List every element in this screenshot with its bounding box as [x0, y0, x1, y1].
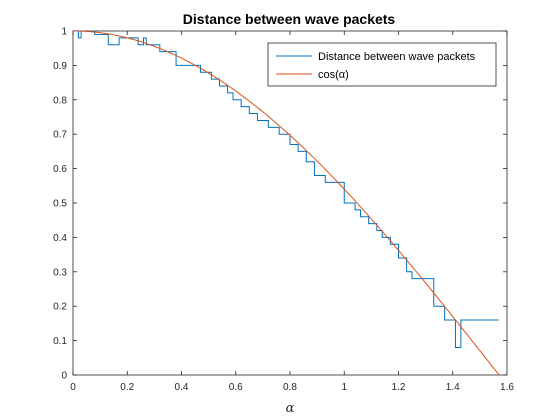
legend: Distance between wave packets cos(α) [267, 42, 497, 87]
axis-ticks: 0 0.2 0.4 0.6 0.8 1 1.2 1.4 1.6 0 0.1 0.2 0.3 0.4 0.5 0… [53, 27, 514, 394]
chart-title: Distance between wave packets [183, 11, 396, 27]
y-tick-label: 0.3 [53, 267, 67, 278]
legend-label-cos: cos(α) [318, 69, 349, 81]
y-tick-label: 0.4 [53, 233, 67, 244]
x-axis-label: α [286, 401, 295, 416]
y-tick-label: 0.2 [53, 302, 67, 313]
series-layer [73, 31, 500, 375]
y-tick-label: 0.7 [53, 130, 67, 141]
y-tick-label: 0.8 [53, 95, 67, 106]
x-tick-label: 0.6 [229, 382, 243, 393]
y-tick-label: 0.5 [53, 199, 67, 210]
y-tick-label: 0 [61, 371, 67, 382]
x-tick-label: 1.6 [500, 382, 514, 393]
plot-area [72, 30, 508, 376]
series-distance-line [73, 31, 499, 348]
series-cos-line [73, 31, 500, 375]
x-tick-label: 1 [341, 382, 347, 393]
y-tick-label: 0.1 [53, 336, 67, 347]
x-tick-label: 0.8 [283, 382, 297, 393]
legend-label-distance: Distance between wave packets [318, 51, 476, 63]
y-tick-label: 1 [61, 27, 67, 38]
y-tick-label: 0.6 [53, 164, 67, 175]
x-tick-label: 0.2 [120, 382, 134, 393]
y-tick-label: 0.9 [53, 61, 67, 72]
x-tick-label: 0 [70, 382, 76, 393]
x-tick-label: 0.4 [175, 382, 189, 393]
legend-box [267, 42, 497, 87]
x-tick-label: 1.4 [446, 382, 460, 393]
x-tick-label: 1.2 [392, 382, 406, 393]
